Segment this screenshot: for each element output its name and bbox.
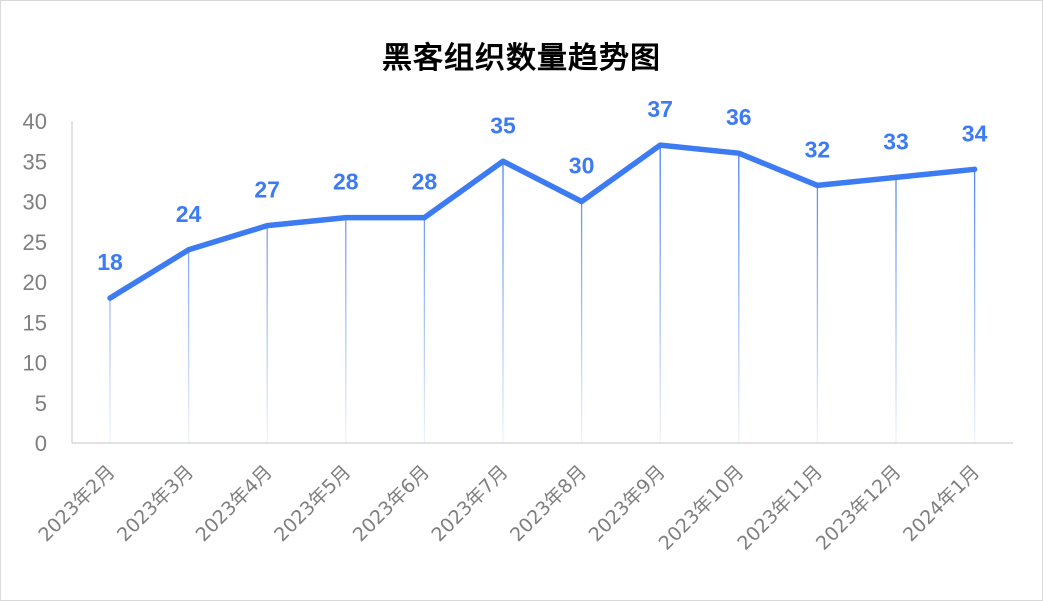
chart-title: 黑客组织数量趋势图 (382, 41, 661, 76)
y-tick-label: 40 (23, 109, 47, 134)
x-tick-label: 2023年7月 (427, 461, 512, 546)
data-label: 18 (97, 249, 123, 275)
x-tick-label: 2024年1月 (899, 461, 984, 546)
y-tick-label: 20 (23, 270, 47, 295)
y-tick-label: 25 (23, 230, 47, 255)
data-label: 34 (962, 120, 988, 146)
y-tick-label: 5 (35, 391, 47, 416)
drop-lines (109, 145, 976, 443)
y-tick-label: 10 (23, 351, 47, 376)
axes (71, 121, 1013, 444)
data-label: 28 (412, 169, 438, 195)
data-label: 32 (805, 136, 831, 162)
data-labels: 18 24 27 28 28 35 30 37 36 32 33 34 (97, 96, 987, 275)
x-tick-label: 2023年2月 (34, 461, 119, 546)
y-axis-ticks: 0 5 10 15 20 25 30 35 40 (23, 109, 47, 456)
x-tick-label: 2023年5月 (270, 461, 355, 546)
data-label: 27 (254, 177, 280, 203)
y-tick-label: 30 (23, 190, 47, 215)
x-axis-ticks: 2023年2月2023年3月2023年4月2023年5月2023年6月2023年… (34, 461, 984, 555)
x-tick-label: 2023年12月 (812, 461, 906, 555)
data-label: 37 (647, 96, 673, 122)
data-label: 24 (176, 201, 202, 227)
data-label: 30 (569, 153, 595, 179)
x-tick-label: 2023年6月 (349, 461, 434, 546)
data-label: 33 (883, 128, 909, 154)
x-tick-label: 2023年4月 (192, 461, 277, 546)
x-tick-label: 2023年8月 (506, 461, 591, 546)
data-label: 35 (490, 112, 516, 138)
y-tick-label: 15 (23, 310, 47, 335)
data-label: 36 (726, 104, 752, 130)
data-label: 28 (333, 169, 359, 195)
y-tick-label: 0 (35, 431, 47, 456)
x-tick-label: 2023年3月 (113, 461, 198, 546)
x-tick-label: 2023年9月 (585, 461, 670, 546)
series-line-group (107, 142, 978, 301)
y-tick-label: 35 (23, 149, 47, 174)
series-line (107, 142, 978, 301)
